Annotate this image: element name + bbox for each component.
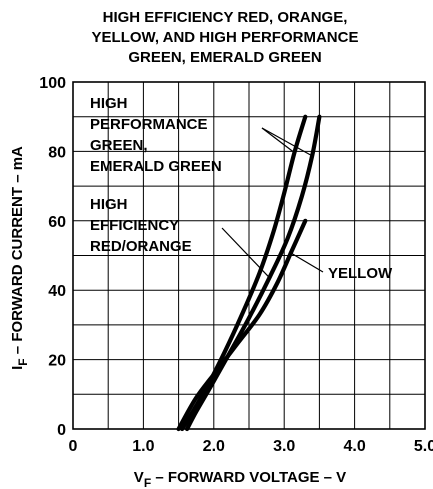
y-axis-label-rest: – FORWARD CURRENT – mA bbox=[9, 146, 26, 358]
y-tick-label: 0 bbox=[57, 422, 66, 439]
y-tick-label: 100 bbox=[39, 75, 66, 92]
y-tick-label: 40 bbox=[48, 283, 66, 300]
x-tick-label: 2.0 bbox=[203, 438, 225, 455]
y-axis-label: IF – FORWARD CURRENT – mA bbox=[9, 146, 30, 370]
x-tick-label: 1.0 bbox=[132, 438, 154, 455]
chart-title-line-3: GREEN, EMERALD GREEN bbox=[128, 49, 321, 66]
leader-lines bbox=[221, 127, 324, 277]
y-tick-label: 20 bbox=[48, 353, 66, 370]
x-axis-label: VF – FORWARD VOLTAGE – V bbox=[134, 469, 346, 489]
label-red-line-2: EFFICIENCY bbox=[90, 217, 179, 234]
label-red-line-3: RED/ORANGE bbox=[90, 238, 192, 255]
chart-title-line-1: HIGH EFFICIENCY RED, ORANGE, bbox=[103, 9, 348, 26]
chart-title: HIGH EFFICIENCY RED, ORANGE, YELLOW, AND… bbox=[92, 9, 359, 66]
x-axis-label-rest: – FORWARD VOLTAGE – V bbox=[151, 469, 346, 486]
label-green-line-2: PERFORMANCE bbox=[90, 116, 208, 133]
label-green-line-1: HIGH bbox=[90, 95, 128, 112]
series-line-yellow bbox=[176, 218, 308, 432]
label-green-line-3: GREEN, bbox=[90, 137, 148, 154]
y-tick-label: 60 bbox=[48, 214, 66, 231]
series-line-high-performance-green bbox=[180, 114, 308, 432]
x-tick-label: 5.0 bbox=[414, 438, 433, 455]
plot-frame bbox=[72, 81, 426, 430]
leader-line-red-orange bbox=[221, 227, 269, 277]
leader-line-green-2 bbox=[261, 127, 311, 156]
label-red-line-1: HIGH bbox=[90, 196, 128, 213]
x-tick-label: 3.0 bbox=[273, 438, 295, 455]
plot-grid bbox=[72, 81, 426, 430]
y-axis-label-sub: F bbox=[16, 358, 30, 365]
x-axis-label-sub: F bbox=[144, 476, 151, 489]
x-tick-label: 0 bbox=[69, 438, 78, 455]
y-axis-label-main: I bbox=[9, 366, 26, 370]
legend-label-high-performance-green: HIGH PERFORMANCE GREEN, EMERALD GREEN bbox=[90, 95, 222, 175]
y-tick-labels: 0 20 40 60 80 100 bbox=[39, 75, 66, 439]
x-tick-labels: 0 1.0 2.0 3.0 4.0 5.0 bbox=[69, 438, 433, 455]
x-axis-label-main: V bbox=[134, 469, 144, 486]
leader-line-yellow bbox=[288, 251, 324, 273]
data-series bbox=[176, 114, 322, 432]
series-line-high-efficiency-red-orange bbox=[184, 114, 322, 432]
leader-line-green bbox=[261, 127, 294, 152]
label-green-line-4: EMERALD GREEN bbox=[90, 158, 222, 175]
legend-label-yellow: YELLOW bbox=[328, 265, 393, 282]
x-tick-label: 4.0 bbox=[343, 438, 365, 455]
y-tick-label: 80 bbox=[48, 144, 66, 161]
legend-label-high-efficiency-red: HIGH EFFICIENCY RED/ORANGE bbox=[90, 196, 192, 255]
chart-title-line-2: YELLOW, AND HIGH PERFORMANCE bbox=[92, 29, 359, 46]
